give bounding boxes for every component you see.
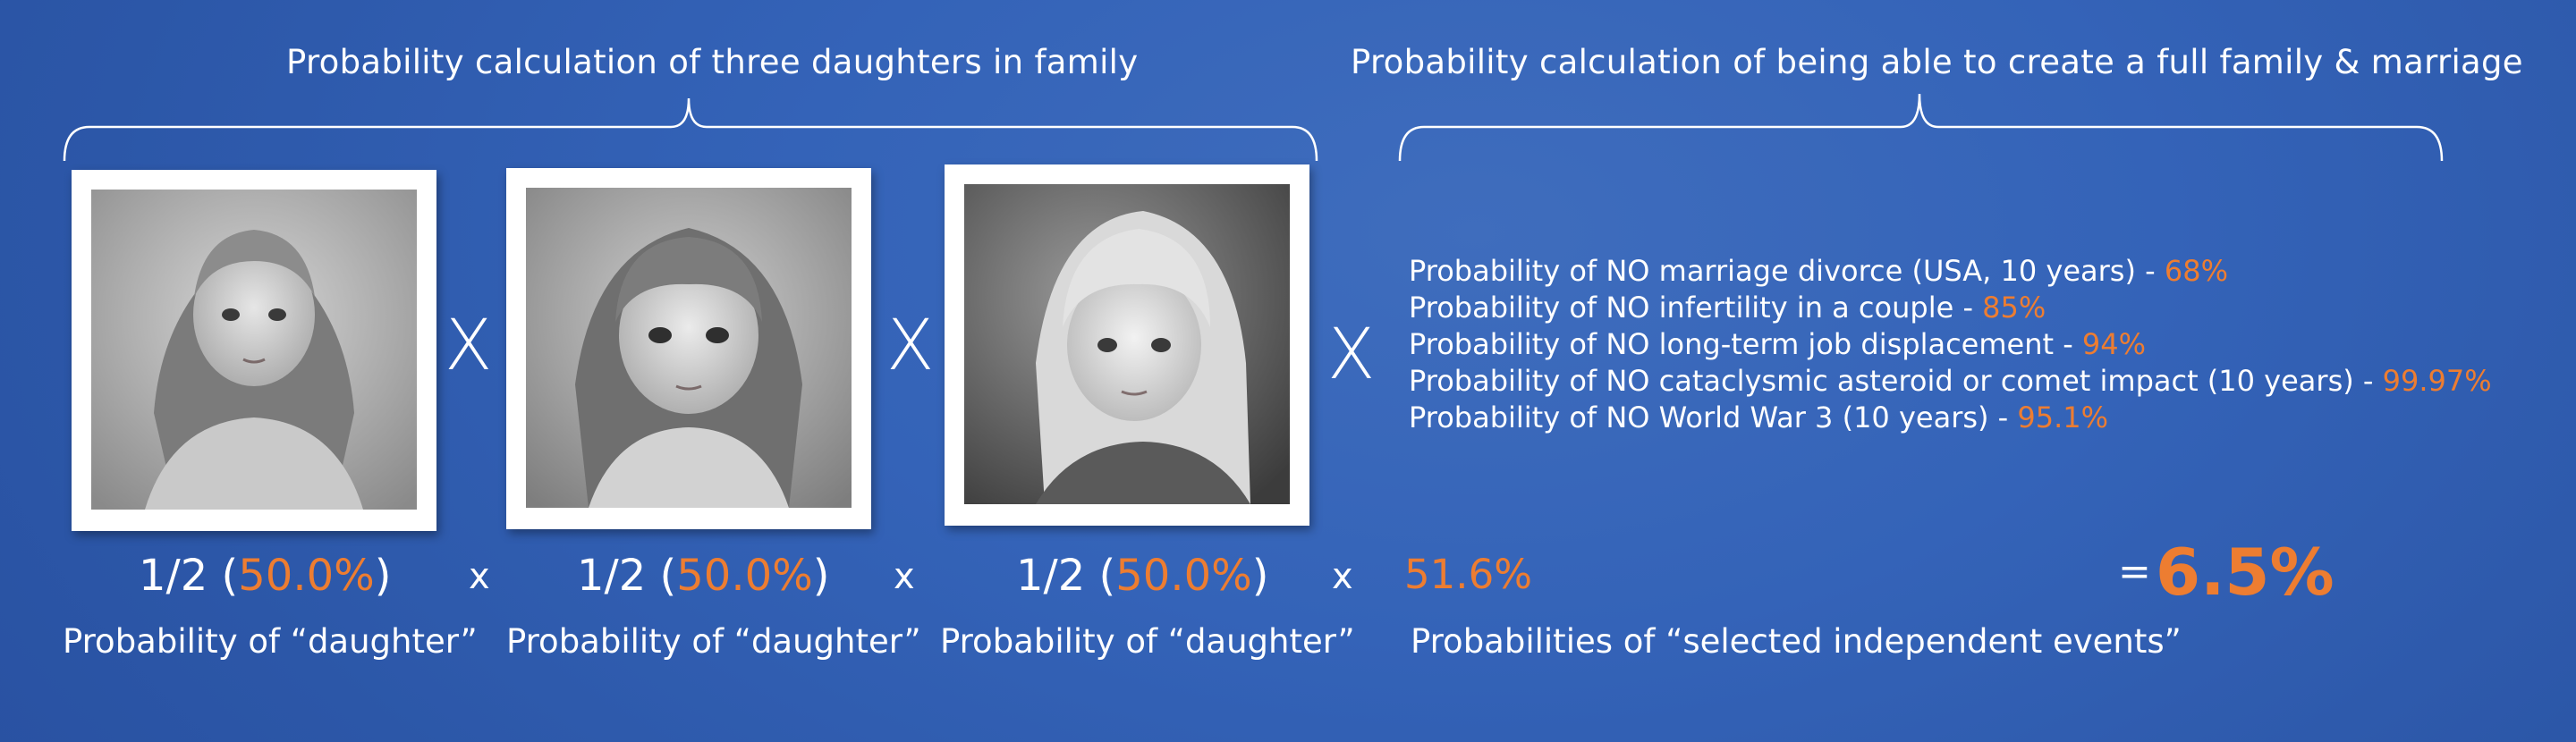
daughter-image-3: [964, 184, 1290, 504]
multiply-small-1: x: [469, 556, 490, 597]
brace-left: [63, 97, 1318, 162]
event-divorce: Probability of NO marriage divorce (USA,…: [1409, 254, 2228, 288]
caption-daughter-1: Probability of “daughter”: [63, 622, 478, 661]
result-value: 6.5%: [2155, 535, 2334, 610]
caption-daughter-3: Probability of “daughter”: [940, 622, 1355, 661]
multiply-sign-1: X: [445, 306, 493, 386]
event-world-war: Probability of NO World War 3 (10 years)…: [1409, 401, 2109, 434]
daughter-image-2: [526, 188, 852, 508]
daughter-image-1: [91, 190, 417, 510]
header-daughters: Probability calculation of three daughte…: [286, 43, 1139, 81]
event-job-displacement: Probability of NO long-term job displace…: [1409, 327, 2147, 361]
caption-daughter-2: Probability of “daughter”: [506, 622, 921, 661]
daughter-photo-1: [72, 170, 436, 531]
multiply-small-2: x: [894, 556, 915, 597]
header-family: Probability calculation of being able to…: [1351, 43, 2523, 81]
equals-sign: =: [2118, 549, 2151, 594]
independent-events-list: Probability of NO marriage divorce (USA,…: [1409, 253, 2492, 436]
combined-events-percent: 51.6%: [1404, 551, 1532, 598]
event-asteroid-impact: Probability of NO cataclysmic asteroid o…: [1409, 364, 2492, 398]
daughter-photo-2: [506, 168, 871, 529]
final-result: = 6.5%: [2118, 540, 2334, 604]
daughter-fraction-2: 1/2 (50.0%): [577, 551, 830, 601]
daughter-photo-3: [945, 164, 1309, 526]
daughter-fraction-1: 1/2 (50.0%): [139, 551, 392, 601]
multiply-sign-3: X: [1327, 315, 1376, 395]
daughter-fraction-3: 1/2 (50.0%): [1016, 551, 1269, 601]
caption-independent-events: Probabilities of “selected independent e…: [1411, 622, 2182, 661]
multiply-small-3: x: [1332, 556, 1353, 597]
brace-right: [1398, 93, 2444, 162]
event-infertility: Probability of NO infertility in a coupl…: [1409, 291, 2046, 325]
multiply-sign-2: X: [886, 306, 935, 386]
